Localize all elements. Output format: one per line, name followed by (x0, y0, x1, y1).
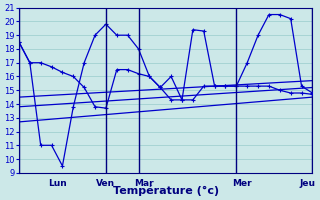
Text: Mer: Mer (232, 179, 252, 188)
Text: Mar: Mar (134, 179, 154, 188)
Text: Ven: Ven (96, 179, 116, 188)
Text: Lun: Lun (48, 179, 66, 188)
Text: Jeu: Jeu (299, 179, 315, 188)
X-axis label: Température (°c): Température (°c) (113, 185, 219, 196)
